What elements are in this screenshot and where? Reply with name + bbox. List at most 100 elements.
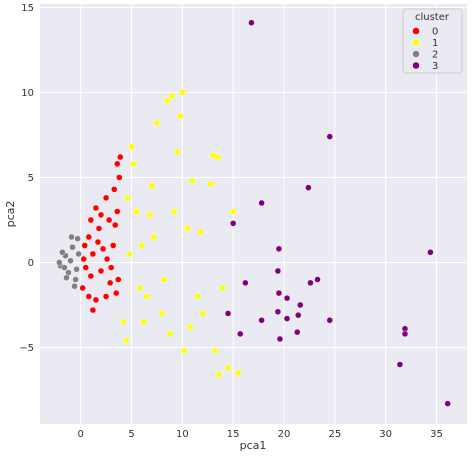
x-tick-labels: 0 5 10 15 20 25 30 35	[77, 429, 442, 440]
cluster-1-point	[219, 284, 227, 292]
cluster-0-point	[89, 306, 97, 314]
cluster-1-point	[189, 177, 196, 185]
cluster-0-point	[82, 264, 89, 271]
x-tick-label: 0	[77, 429, 83, 440]
cluster-0-point	[79, 284, 86, 292]
x-tick-label: 25	[328, 429, 341, 440]
cluster-0-point	[92, 204, 100, 212]
legend-label: 2	[432, 50, 438, 61]
cluster-0-point	[87, 216, 95, 224]
cluster-1-point	[124, 194, 131, 202]
cluster-3-point	[283, 294, 291, 302]
cluster-3-point	[314, 276, 321, 283]
x-tick-label: 20	[278, 429, 291, 440]
cluster-3-point	[283, 315, 291, 322]
y-tick-label: 5	[28, 173, 34, 184]
cluster-1-point	[138, 242, 145, 249]
cluster-0-point	[105, 216, 113, 224]
cluster-1-point	[194, 293, 201, 300]
cluster-0-point	[103, 255, 111, 263]
cluster-1-point	[199, 310, 206, 317]
cluster-1-point	[158, 310, 166, 317]
cluster-1-point	[187, 323, 194, 331]
cluster-0-point	[94, 238, 102, 246]
cluster-1-point	[211, 347, 219, 355]
cluster-3-point	[305, 184, 312, 191]
y-tick-label: 10	[21, 88, 34, 99]
x-tick-label: 30	[379, 429, 392, 440]
cluster-1-point	[168, 92, 176, 100]
cluster-0-point	[85, 233, 93, 241]
cluster-3-point	[275, 289, 283, 297]
y-tick-label: 15	[21, 3, 34, 14]
legend-marker	[412, 27, 420, 35]
cluster-2-point	[59, 249, 66, 256]
cluster-0-point	[115, 276, 122, 283]
cluster-0-point	[85, 293, 93, 300]
cluster-1-point	[150, 233, 158, 241]
cluster-1-point	[130, 160, 137, 168]
cluster-2-point	[73, 266, 80, 273]
cluster-1-point	[229, 208, 237, 215]
cluster-1-point	[170, 208, 178, 215]
x-tick-label: 35	[430, 429, 443, 440]
cluster-0-point	[109, 242, 117, 249]
cluster-3-point	[326, 133, 333, 140]
cluster-0-point	[102, 293, 110, 300]
cluster-1-point	[197, 228, 204, 236]
cluster-1-point	[214, 153, 222, 161]
cluster-2-point	[71, 283, 78, 290]
cluster-0-point	[97, 211, 105, 219]
x-axis-label: pca1	[240, 439, 267, 452]
cluster-1-point	[181, 347, 188, 355]
cluster-0-point	[107, 264, 115, 271]
cluster-3-point	[258, 199, 265, 207]
legend-label: 0	[432, 27, 438, 38]
cluster-1-point	[143, 293, 150, 300]
cluster-3-point	[276, 335, 284, 343]
x-tick-label: 5	[128, 429, 134, 440]
cluster-0-point	[111, 186, 118, 193]
cluster-1-point	[177, 113, 184, 120]
cluster-0-point	[89, 250, 97, 258]
cluster-2-point	[69, 243, 76, 251]
cluster-3-point	[307, 279, 314, 287]
cluster-3-point	[401, 330, 409, 338]
cluster-0-point	[117, 153, 124, 161]
cluster-0-point	[106, 279, 114, 287]
cluster-1-point	[120, 318, 127, 326]
cluster-3-point	[237, 330, 244, 338]
cluster-2-point	[61, 264, 68, 271]
cluster-3-point	[274, 308, 282, 315]
cluster-0-point	[99, 245, 107, 253]
cluster-3-point	[297, 301, 304, 309]
cluster-1-point	[224, 364, 232, 372]
cluster-0-point	[81, 242, 88, 249]
legend-title: cluster	[415, 12, 450, 23]
cluster-1-point	[215, 371, 223, 378]
cluster-3-point	[295, 311, 302, 319]
cluster-0-point	[80, 255, 87, 263]
cluster-2-point	[72, 276, 79, 283]
cluster-1-point	[136, 284, 143, 292]
data-points	[56, 19, 451, 407]
cluster-0-point	[116, 174, 123, 181]
y-axis-label: pca2	[4, 201, 17, 228]
cluster-0-point	[92, 296, 100, 304]
cluster-0-point	[112, 221, 119, 229]
cluster-1-point	[235, 369, 242, 377]
legend-label: 3	[432, 61, 438, 72]
cluster-1-point	[184, 225, 191, 232]
legend-label: 1	[432, 38, 438, 49]
cluster-1-point	[166, 330, 174, 338]
cluster-3-point	[396, 361, 404, 368]
cluster-3-point	[229, 220, 237, 227]
y-tick-labels: −5 0 5 10 15	[19, 3, 34, 354]
cluster-1-point	[148, 182, 156, 190]
cluster-0-point	[97, 267, 105, 275]
cluster-3-point	[326, 317, 333, 324]
cluster-1-point	[140, 318, 147, 326]
cluster-2-point	[67, 257, 74, 264]
legend-marker	[412, 61, 420, 70]
